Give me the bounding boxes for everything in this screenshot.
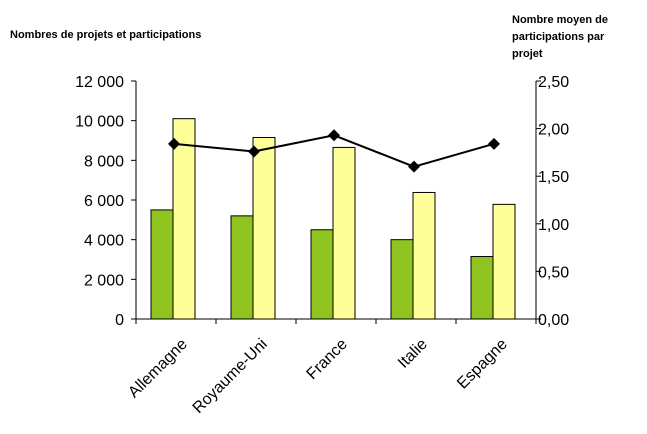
category-label: Espagne — [454, 336, 511, 393]
category-label: France — [304, 336, 351, 383]
right-tick-label: 2,50 — [538, 74, 569, 91]
right-axis-title-line-2: participations par — [512, 31, 605, 43]
bar-participations-3 — [412, 191, 436, 320]
right-tick-label: 0,00 — [538, 312, 569, 329]
left-tick-label: 4 000 — [84, 233, 124, 250]
bar-projets-2 — [310, 229, 334, 320]
left-tick-label: 2 000 — [84, 272, 124, 289]
average-point-2 — [328, 129, 340, 142]
bar-projets-3 — [390, 239, 414, 320]
average-point-0 — [168, 137, 180, 150]
bar-participations-0 — [172, 118, 196, 320]
average-point-4 — [488, 137, 500, 150]
left-tick-label: 8 000 — [84, 153, 124, 170]
category-label: Royaume-Uni — [190, 336, 271, 417]
bar-participations-4 — [492, 203, 516, 320]
right-tick-label: 1,50 — [538, 169, 569, 186]
average-point-3 — [408, 160, 420, 173]
right-axis-title-line-3: projet — [512, 48, 543, 60]
left-tick-label: 0 — [115, 312, 124, 329]
right-tick-label: 0,50 — [538, 264, 569, 281]
left-tick-label: 12 000 — [75, 74, 124, 91]
bar-projets-0 — [150, 209, 174, 320]
left-tick-label: 10 000 — [75, 114, 124, 131]
right-tick-label: 1,00 — [538, 217, 569, 234]
left-axis-title: Nombres de projets et participations — [10, 29, 202, 41]
bar-projets-1 — [230, 215, 254, 320]
right-tick-label: 2,00 — [538, 122, 569, 139]
average-point-1 — [248, 145, 260, 158]
right-axis-title: Nombre moyen de participations par proje… — [512, 12, 642, 63]
category-label: Allemagne — [125, 336, 191, 402]
bar-participations-1 — [252, 137, 276, 320]
bar-projets-4 — [470, 256, 494, 320]
left-tick-label: 6 000 — [84, 193, 124, 210]
right-axis-title-line-1: Nombre moyen de — [512, 14, 608, 26]
category-label: Italie — [395, 336, 431, 372]
bar-participations-2 — [332, 146, 356, 320]
